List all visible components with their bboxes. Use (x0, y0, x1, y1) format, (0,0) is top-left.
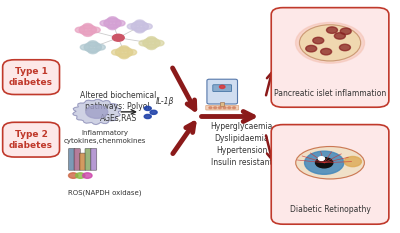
Circle shape (220, 85, 225, 89)
Circle shape (218, 107, 222, 109)
Circle shape (223, 107, 226, 109)
Polygon shape (73, 99, 120, 124)
Circle shape (83, 173, 92, 178)
Circle shape (306, 45, 317, 52)
Circle shape (88, 48, 98, 54)
Circle shape (214, 107, 217, 109)
Circle shape (147, 44, 156, 50)
Text: Type 2
diabetes: Type 2 diabetes (9, 130, 53, 150)
Circle shape (119, 53, 129, 59)
Circle shape (340, 44, 350, 51)
Circle shape (228, 107, 231, 109)
Circle shape (135, 27, 144, 33)
Circle shape (127, 24, 137, 29)
Circle shape (300, 25, 361, 61)
Circle shape (88, 41, 98, 46)
Circle shape (116, 47, 133, 57)
Circle shape (108, 24, 117, 30)
Circle shape (131, 21, 148, 31)
Circle shape (96, 45, 105, 50)
Circle shape (100, 21, 110, 26)
Ellipse shape (296, 147, 364, 179)
Circle shape (340, 28, 351, 34)
Circle shape (209, 107, 212, 109)
FancyBboxPatch shape (3, 122, 60, 157)
Circle shape (147, 37, 156, 42)
Circle shape (91, 27, 100, 33)
Circle shape (83, 31, 92, 36)
Circle shape (313, 37, 324, 44)
Circle shape (232, 107, 236, 109)
Circle shape (304, 151, 344, 174)
Circle shape (80, 45, 90, 50)
FancyBboxPatch shape (271, 125, 389, 224)
Circle shape (143, 38, 160, 48)
FancyBboxPatch shape (80, 153, 86, 170)
Circle shape (112, 34, 124, 41)
Circle shape (79, 25, 96, 35)
Text: Type 1
diabetes: Type 1 diabetes (9, 67, 53, 87)
Text: IL-1β: IL-1β (156, 97, 174, 106)
Text: Pancreatic islet inflammation: Pancreatic islet inflammation (274, 89, 386, 98)
Circle shape (68, 173, 78, 178)
Circle shape (86, 105, 108, 118)
Circle shape (135, 20, 144, 26)
FancyBboxPatch shape (90, 148, 97, 170)
FancyBboxPatch shape (213, 85, 232, 92)
Circle shape (144, 106, 151, 110)
Circle shape (143, 24, 152, 29)
FancyBboxPatch shape (68, 148, 75, 170)
Circle shape (127, 49, 137, 55)
Circle shape (104, 18, 121, 28)
Circle shape (318, 157, 324, 160)
Circle shape (83, 24, 92, 29)
Text: Hyperglycaemia
Dyslipidaemia
Hypertension
Insulin resistant: Hyperglycaemia Dyslipidaemia Hypertensio… (211, 122, 273, 167)
FancyBboxPatch shape (206, 105, 239, 110)
Circle shape (76, 173, 85, 178)
FancyBboxPatch shape (3, 60, 60, 95)
FancyBboxPatch shape (207, 79, 238, 104)
FancyBboxPatch shape (85, 148, 91, 170)
Circle shape (296, 22, 364, 63)
Text: Diabetic Retinopathy: Diabetic Retinopathy (290, 205, 370, 214)
Circle shape (116, 21, 125, 26)
Circle shape (326, 27, 338, 33)
Bar (220, 102, 224, 106)
Circle shape (119, 46, 129, 51)
Circle shape (154, 40, 164, 46)
FancyBboxPatch shape (74, 148, 80, 170)
Circle shape (321, 48, 332, 55)
Circle shape (75, 27, 85, 33)
Circle shape (84, 42, 102, 52)
Circle shape (139, 40, 148, 46)
Circle shape (344, 157, 362, 167)
Circle shape (150, 110, 157, 114)
Text: Inflammatory
cytokines,chenmokines: Inflammatory cytokines,chenmokines (64, 130, 146, 144)
Circle shape (112, 49, 121, 55)
Text: Altered biochemical
pathways: Polyol,
AGEs,RAS: Altered biochemical pathways: Polyol, AG… (80, 91, 156, 123)
Circle shape (334, 33, 345, 39)
FancyBboxPatch shape (271, 8, 389, 107)
Text: ROS(NAPDH oxidase): ROS(NAPDH oxidase) (68, 190, 141, 196)
Circle shape (316, 158, 333, 168)
Circle shape (108, 17, 117, 22)
Circle shape (144, 114, 151, 119)
